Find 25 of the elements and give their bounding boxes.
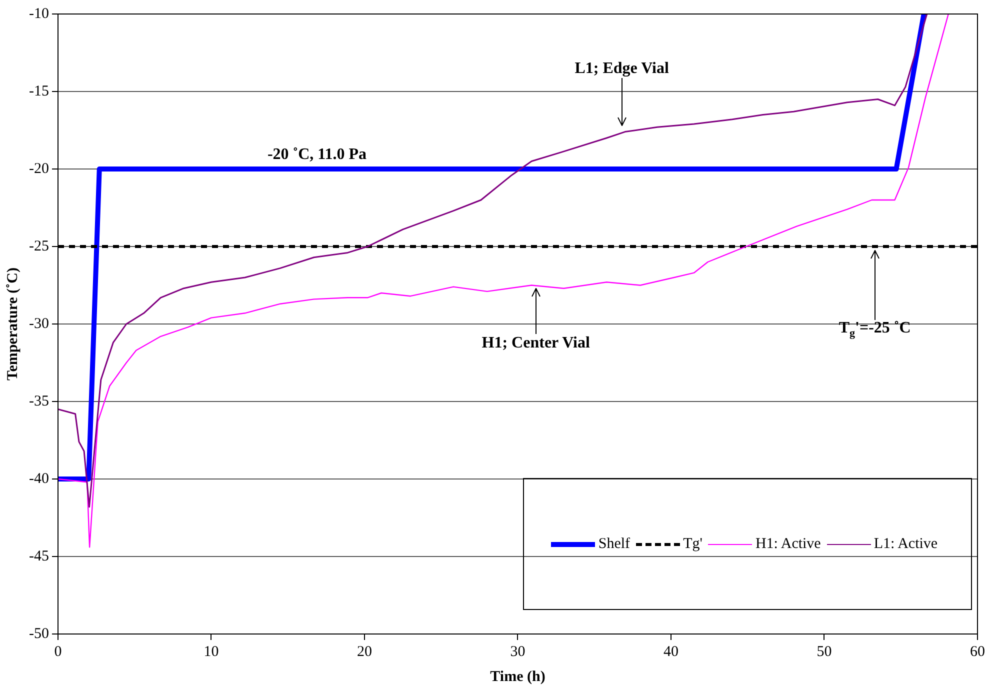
y-tick-label: -25 [28, 238, 49, 254]
legend-label: H1: Active [755, 536, 821, 552]
y-tick-label: -45 [28, 548, 49, 564]
y-tick-label: -15 [28, 83, 49, 100]
y-tick-label: -35 [28, 393, 49, 410]
x-tick-label: 20 [356, 644, 372, 660]
x-tick-label: 40 [664, 644, 678, 660]
legend-label: Shelf [598, 536, 630, 552]
y-axis-title: Temperature (˚C) [4, 268, 21, 380]
x-axis-title: Time (h) [490, 668, 546, 685]
y-tick-label: -20 [28, 160, 49, 177]
y-tick-label: -30 [28, 316, 49, 332]
y-tick-label: -10 [28, 6, 49, 22]
legend-label: Tg' [683, 536, 702, 552]
x-tick-label: 50 [816, 644, 832, 660]
y-tick-label: -50 [28, 626, 49, 642]
x-tick-label: 60 [970, 644, 985, 660]
x-tick-label: 0 [54, 644, 62, 660]
y-tick-label: -40 [28, 470, 49, 487]
annotation: H1; Center Vial [482, 334, 590, 352]
annotation: -20 ˚C, 11.0 Pa [267, 146, 367, 164]
legend-label: L1: Active [874, 536, 938, 552]
x-tick-label: 10 [204, 644, 219, 660]
x-tick-label: 30 [510, 644, 526, 660]
annotation: L1; Edge Vial [574, 60, 670, 77]
